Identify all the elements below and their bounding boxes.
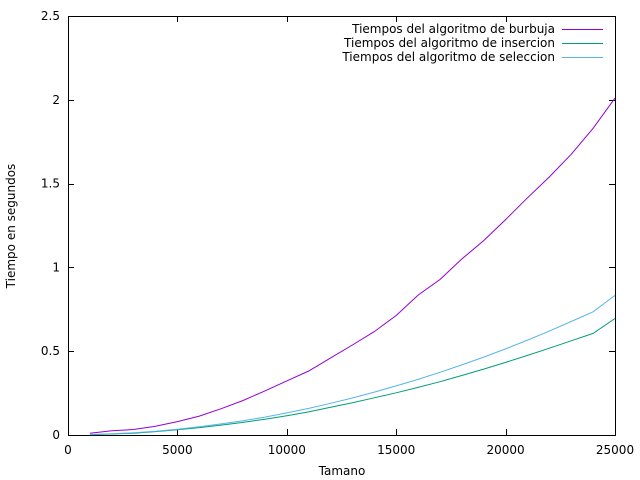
plot-frame [68, 16, 616, 436]
x-axis: 0 5000 10000 15000 20000 25000 [64, 16, 634, 457]
legend: Tiempos del algoritmo de burbujaTiempos … [341, 22, 603, 64]
y-axis: 0 0.5 1 1.5 2 2.5 [41, 9, 615, 442]
x-tick-label: 10000 [268, 443, 306, 457]
series-line-3 [89, 294, 616, 435]
y-tick-label: 1.5 [41, 177, 60, 191]
y-tick-label: 2.5 [41, 9, 60, 23]
x-axis-label: Tamano [318, 464, 366, 478]
series-layer [89, 97, 616, 436]
series-line-2 [89, 318, 616, 436]
x-tick-label: 0 [64, 443, 72, 457]
series-line-1 [89, 97, 616, 434]
x-tick-label: 5000 [162, 443, 193, 457]
legend-label-1: Tiempos del algoritmo de burbuja [351, 22, 555, 36]
legend-label-2: Tiempos del algoritmo de insercion [343, 36, 555, 50]
y-tick-label: 1 [52, 260, 60, 274]
y-axis-label: Tiempo en segundos [4, 164, 18, 290]
y-tick-label: 0.5 [41, 344, 60, 358]
x-tick-label: 25000 [596, 443, 634, 457]
x-tick-label: 20000 [487, 443, 525, 457]
legend-label-3: Tiempos del algoritmo de seleccion [341, 50, 555, 64]
y-tick-label: 0 [52, 428, 60, 442]
y-tick-label: 2 [52, 93, 60, 107]
x-tick-label: 15000 [377, 443, 415, 457]
